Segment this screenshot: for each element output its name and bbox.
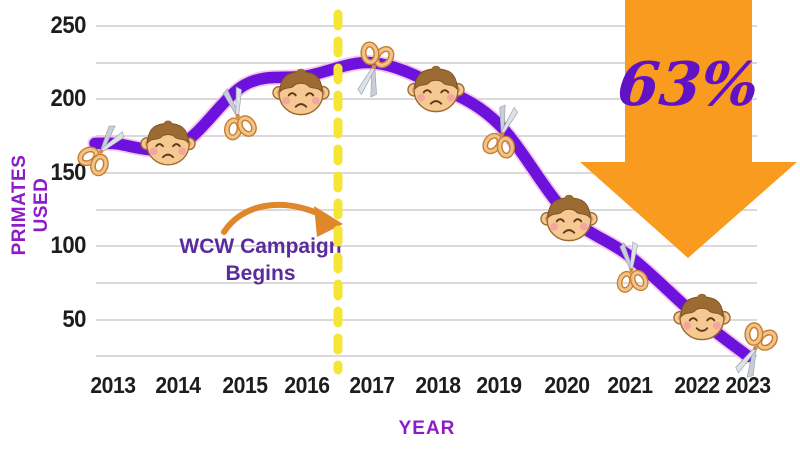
- gridline: [96, 135, 757, 138]
- monkey-sad-icon: [407, 65, 465, 113]
- gridline: [96, 355, 757, 358]
- x-tick-label: 2019: [476, 372, 522, 398]
- x-axis-title: YEAR: [398, 418, 456, 439]
- scissors-icon: [222, 86, 257, 141]
- x-tick-label: 2015: [222, 372, 268, 398]
- y-tick-label: 100: [50, 232, 87, 260]
- campaign-annotation: WCW Campaign Begins: [163, 233, 358, 287]
- x-tick-label: 2022: [674, 372, 720, 398]
- campaign-annotation-line1: WCW Campaign: [179, 235, 342, 258]
- decline-percentage-label: 63%: [614, 50, 762, 120]
- gridline: [96, 171, 757, 174]
- y-axis-title: PRIMATES USED: [9, 154, 52, 256]
- scissors-icon: [482, 104, 519, 159]
- x-tick-label: 2017: [349, 372, 395, 398]
- monkey-happy-icon: [673, 293, 731, 341]
- x-tick-label: 2013: [90, 372, 136, 398]
- x-tick-label: 2018: [415, 372, 461, 398]
- y-tick-label: 50: [62, 305, 86, 333]
- x-tick-label: 2020: [544, 372, 590, 398]
- scissors-icon: [616, 241, 649, 293]
- decline-arrow-icon: [580, 0, 797, 258]
- monkey-sad-icon: [540, 194, 598, 242]
- monkey-sad-icon: [272, 68, 330, 116]
- monkey-sad-icon: [140, 120, 196, 166]
- x-tick-label: 2016: [284, 372, 330, 398]
- gridline: [96, 25, 757, 27]
- y-tick-label: 250: [50, 12, 87, 39]
- y-tick-label: 200: [50, 85, 87, 113]
- x-tick-label: 2014: [155, 372, 201, 398]
- campaign-annotation-line2: Begins: [225, 262, 296, 285]
- gridline: [96, 208, 757, 211]
- gridline: [96, 318, 757, 321]
- scissors-icon: [357, 41, 395, 98]
- decline-arrow-shape: [580, 0, 797, 258]
- x-tick-label: 2023: [725, 372, 771, 398]
- x-tick-label: 2021: [607, 372, 653, 398]
